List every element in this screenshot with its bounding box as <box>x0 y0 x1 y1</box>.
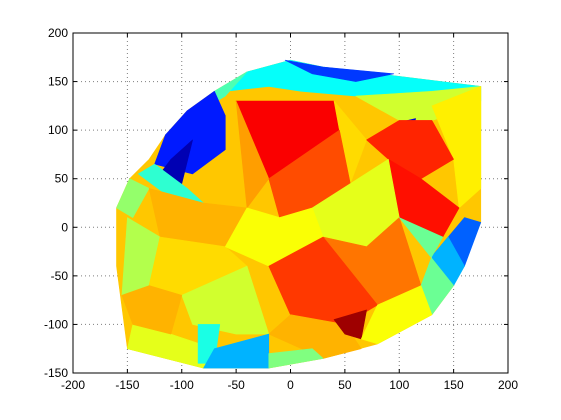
surface-patch-36 <box>268 348 324 369</box>
x-tick-label: -100 <box>170 378 194 392</box>
surface-patch-35 <box>121 285 183 335</box>
surface-patches <box>116 59 482 369</box>
surface-patch-32 <box>127 324 215 369</box>
surface-patch-30 <box>360 285 433 345</box>
x-axis-tick-labels: -200 -150 -100 -50 0 50 100 150 200 <box>61 378 518 392</box>
x-tick-label: 50 <box>338 378 352 392</box>
surface-patch-3 <box>284 59 395 82</box>
x-tick-label: -150 <box>115 378 139 392</box>
x-tick-label: 200 <box>498 378 518 392</box>
x-tick-label: 150 <box>444 378 464 392</box>
y-tick-label: 200 <box>48 26 68 40</box>
surface-patch-6 <box>159 139 193 184</box>
x-tick-label: 0 <box>287 378 294 392</box>
y-tick-label: 150 <box>48 75 68 89</box>
axis-ticks <box>72 32 509 374</box>
surface-patch-28 <box>268 314 362 359</box>
y-tick-label: -50 <box>51 269 69 283</box>
y-tick-label: 0 <box>61 220 68 234</box>
y-tick-label: 100 <box>48 123 68 137</box>
surface-patch-14 <box>431 86 482 209</box>
surface-patch-31 <box>181 265 270 335</box>
y-tick-label: -150 <box>44 366 68 380</box>
surface-patch-5 <box>154 91 226 175</box>
y-axis-tick-labels: -150 -100 -50 0 50 100 150 200 <box>44 26 68 380</box>
x-tick-label: -200 <box>61 378 85 392</box>
x-tick-label: -50 <box>227 378 245 392</box>
x-tick-label: 100 <box>389 378 409 392</box>
y-tick-label: -100 <box>44 317 68 331</box>
surface-patch-10 <box>235 100 270 209</box>
y-tick-label: 50 <box>55 172 69 186</box>
